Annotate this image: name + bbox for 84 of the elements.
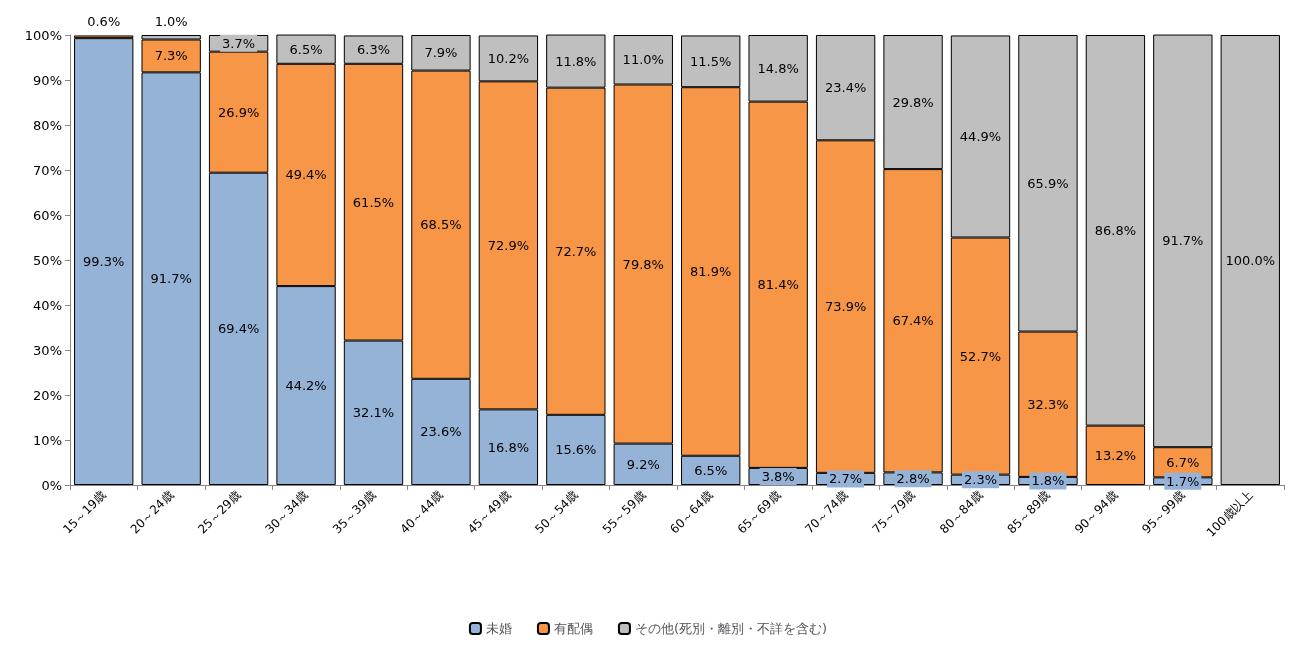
bar <box>74 38 134 485</box>
data-label: 9.2% <box>626 456 660 472</box>
data-label: 1.7% <box>1166 473 1200 489</box>
data-label: 14.8% <box>757 60 799 76</box>
y-tick-label: 70% <box>33 162 62 178</box>
x-tick-label: 70～74歳 <box>802 488 851 537</box>
y-tick-label: 30% <box>33 342 62 358</box>
x-tick-label: 50～54歳 <box>532 488 581 537</box>
data-label: 2.8% <box>896 471 930 487</box>
x-tick-label: 60～64歳 <box>667 488 716 537</box>
data-label: 2.3% <box>963 472 998 488</box>
x-tick-label: 80～84歳 <box>937 488 986 537</box>
x-tick-label: 20～24歳 <box>127 488 177 537</box>
data-label: 26.9% <box>217 104 260 120</box>
y-tick-label: 80% <box>33 117 62 133</box>
data-label: 1.0% <box>154 14 188 29</box>
data-label: 11.0% <box>622 52 664 68</box>
x-tick-label: 85～89歳 <box>1004 488 1053 537</box>
data-label: 68.5% <box>420 217 462 233</box>
data-label: 3.8% <box>761 468 795 484</box>
x-tick-label: 35～39歳 <box>330 488 379 537</box>
data-label: 7.3% <box>154 48 188 64</box>
data-label: 29.8% <box>892 94 934 110</box>
data-label: 100.0% <box>1225 252 1276 268</box>
data-label: 1.8% <box>1031 473 1065 489</box>
bar <box>1220 35 1280 485</box>
x-tick-label: 45～49歳 <box>464 488 514 537</box>
x-tick-label: 15～19歳 <box>60 488 109 537</box>
data-label: 44.9% <box>959 128 1002 144</box>
x-tick-label: 65～69歳 <box>734 488 784 537</box>
x-tick-label: 90～94歳 <box>1071 488 1121 537</box>
data-label: 44.2% <box>285 378 327 394</box>
data-label: 6.3% <box>356 42 391 58</box>
data-label: 72.7% <box>555 243 597 259</box>
y-tick-label: 0% <box>41 477 62 493</box>
data-label: 7.9% <box>424 45 458 61</box>
data-label: 99.3% <box>83 254 125 270</box>
y-tick-label: 60% <box>33 207 62 223</box>
data-label: 13.2% <box>1094 447 1137 463</box>
data-label: 72.9% <box>487 237 530 253</box>
legend-label: 有配偶 <box>553 621 593 636</box>
data-label: 61.5% <box>352 194 395 210</box>
data-label: 81.4% <box>757 277 799 293</box>
data-label: 2.7% <box>829 471 863 487</box>
x-tick-label: 95～99歳 <box>1139 488 1188 537</box>
y-tick-label: 20% <box>33 387 62 403</box>
data-label: 67.4% <box>892 313 934 329</box>
data-label: 65.9% <box>1027 175 1069 191</box>
x-tick-label: 55～59歳 <box>599 488 649 537</box>
legend-label: その他(死別・離別・不詳を含む) <box>634 621 828 636</box>
data-label: 79.8% <box>622 256 664 272</box>
y-tick-label: 40% <box>33 297 62 313</box>
y-tick-label: 90% <box>33 72 62 88</box>
x-tick-label: 100歳以上 <box>1203 488 1256 540</box>
data-label: 6.5% <box>694 462 728 478</box>
legend-label: 未婚 <box>485 621 512 636</box>
data-label: 49.4% <box>285 167 327 183</box>
x-tick-label: 25～29歳 <box>195 488 244 537</box>
data-label: 81.9% <box>690 263 732 279</box>
data-label: 23.4% <box>824 80 867 96</box>
data-label: 3.7% <box>222 35 256 51</box>
data-label: 73.9% <box>824 299 867 315</box>
data-label: 69.4% <box>217 321 260 337</box>
data-label: 6.5% <box>289 41 323 57</box>
data-label: 32.3% <box>1027 396 1069 412</box>
x-tick-label: 75～79歳 <box>869 488 919 537</box>
y-tick-label: 50% <box>33 252 62 268</box>
data-label: 6.7% <box>1166 454 1200 470</box>
data-label: 91.7% <box>1162 233 1204 249</box>
y-tick-label: 10% <box>33 432 62 448</box>
data-label: 16.8% <box>487 439 530 455</box>
data-label: 0.6% <box>87 14 121 30</box>
data-label: 11.5% <box>690 53 732 69</box>
data-label: 91.7% <box>150 271 192 287</box>
data-label: 15.6% <box>555 442 597 458</box>
x-tick-label: 40～44歳 <box>397 488 446 537</box>
data-label: 23.6% <box>420 424 462 440</box>
data-label: 32.1% <box>352 405 395 421</box>
data-label: 86.8% <box>1094 222 1137 238</box>
data-label: 11.8% <box>555 53 597 69</box>
data-label: 10.2% <box>487 50 530 66</box>
y-tick-label: 100% <box>24 27 62 43</box>
x-tick-label: 30～34歳 <box>262 488 312 537</box>
data-label: 52.7% <box>959 348 1002 364</box>
